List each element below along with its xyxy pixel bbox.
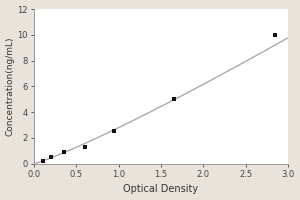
Point [61, 150, 66, 154]
Point [82, 145, 87, 148]
Point [171, 98, 176, 101]
X-axis label: Optical Density: Optical Density [123, 184, 199, 194]
Y-axis label: Concentration(ng/mL): Concentration(ng/mL) [6, 37, 15, 136]
Point [112, 130, 117, 133]
Point [49, 156, 53, 159]
Point [40, 159, 45, 163]
Point [273, 33, 278, 36]
